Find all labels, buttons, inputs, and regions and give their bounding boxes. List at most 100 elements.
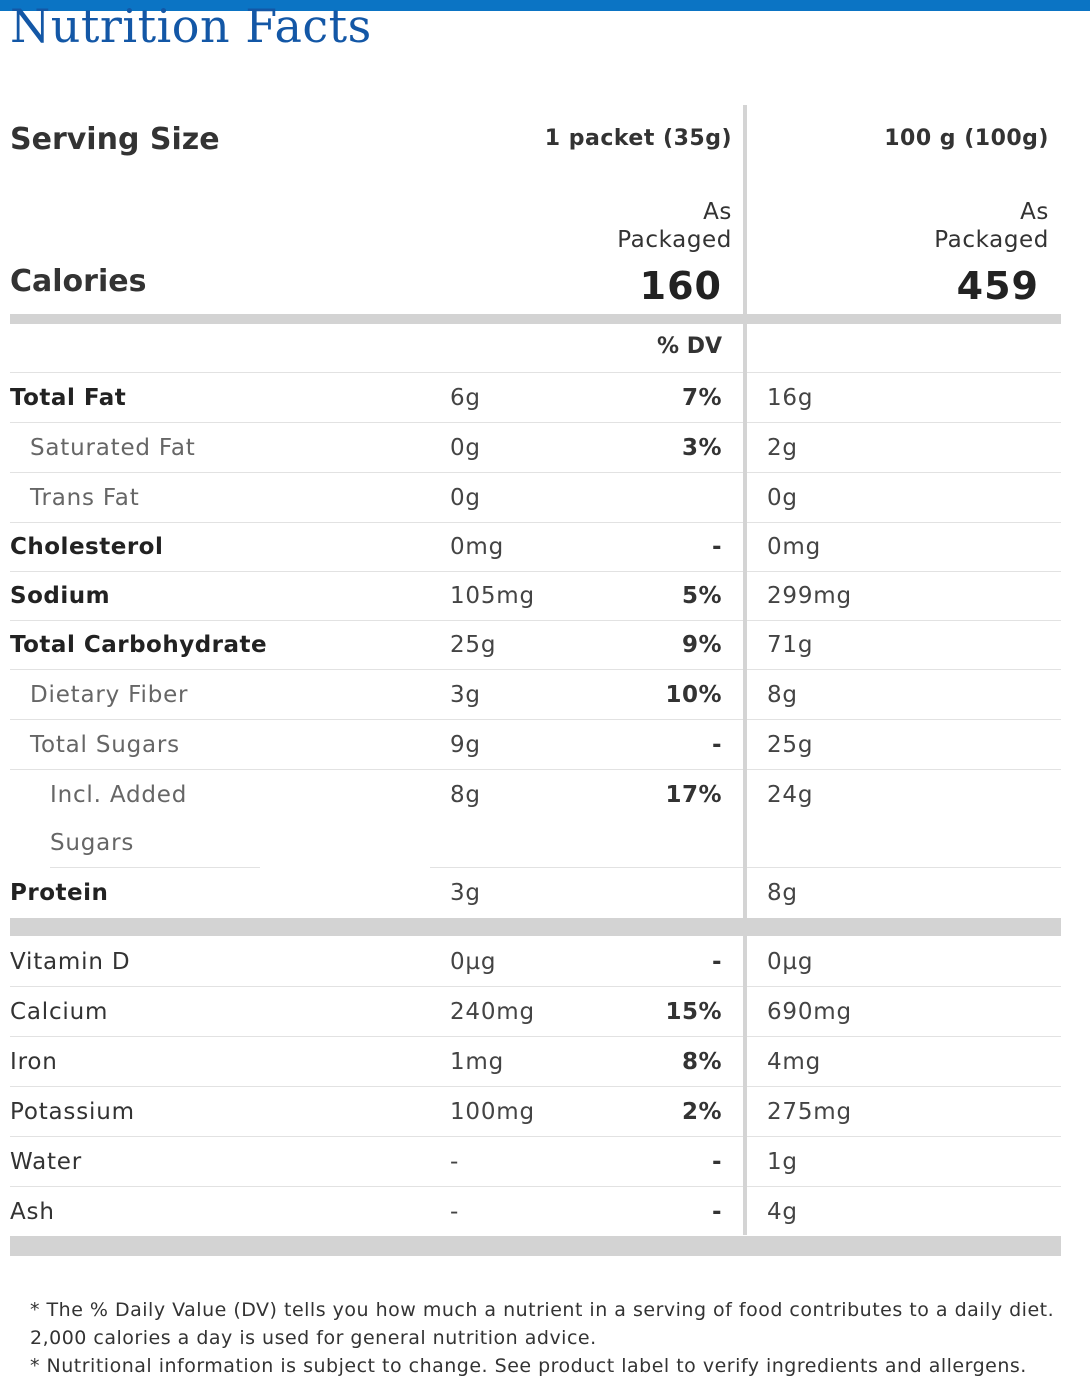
nutrient-name: Cholesterol — [10, 534, 164, 560]
thick-divider-top — [10, 314, 1061, 324]
nutrient-amount-100g: 71g — [767, 632, 814, 658]
vitamin-name: Iron — [10, 1049, 58, 1075]
vitamin-row-water: Water - - 1g — [0, 1137, 1061, 1187]
vitamin-row-potassium: Potassium 100mg 2% 275mg — [0, 1087, 1061, 1137]
nutrient-amount: 8g — [450, 782, 481, 808]
vitamin-name: Vitamin D — [10, 949, 131, 975]
vitamin-dv: - — [711, 1199, 722, 1225]
vitamin-name: Potassium — [10, 1099, 135, 1125]
serving-size-label: Serving Size — [10, 122, 220, 157]
nutrient-dv: 17% — [665, 782, 722, 808]
nutrient-row-total-sugars: Total Sugars 9g - 25g — [0, 720, 1061, 770]
nutrient-amount-100g: 24g — [767, 782, 814, 808]
vitamin-name: Water — [10, 1149, 82, 1175]
page-title: Nutrition Facts — [10, 0, 372, 53]
vitamin-amount: - — [450, 1149, 460, 1175]
thick-divider-bottom — [10, 1236, 1061, 1256]
top-accent-bar — [0, 0, 1090, 11]
vitamin-amount-100g: 0µg — [767, 949, 814, 975]
nutrient-dv: - — [711, 732, 722, 758]
vitamin-row-vitamin-d: Vitamin D 0µg - 0µg — [0, 937, 1061, 987]
nutrient-amount-100g: 2g — [767, 435, 798, 461]
vitamin-dv: 2% — [681, 1099, 722, 1125]
as-packaged-col1: As Packaged — [617, 198, 732, 254]
nutrient-row-trans-fat: Trans Fat 0g 0g — [0, 473, 1061, 523]
nutrient-amount: 25g — [450, 632, 497, 658]
nutrient-name: Protein — [10, 880, 109, 906]
nutrient-name: Total Sugars — [30, 732, 180, 758]
nutrient-row-protein: Protein 3g 8g — [0, 868, 1061, 918]
vitamin-amount: 100mg — [450, 1099, 535, 1125]
nutrient-dv: - — [711, 534, 722, 560]
vitamin-amount: 240mg — [450, 999, 535, 1025]
nutrient-amount: 0mg — [450, 534, 505, 560]
nutrient-amount-100g: 299mg — [767, 583, 852, 609]
nutrient-dv: 7% — [681, 385, 722, 411]
nutrient-amount: 0g — [450, 485, 481, 511]
nutrient-amount-100g: 8g — [767, 682, 798, 708]
vitamin-dv: 8% — [681, 1049, 722, 1075]
dv-column-header: % DV — [657, 334, 722, 359]
serving-size-col2: 100 g (100g) — [884, 126, 1049, 151]
nutrient-row-saturated-fat: Saturated Fat 0g 3% 2g — [0, 423, 1061, 473]
nutrient-name: Trans Fat — [30, 485, 140, 511]
calories-col1: 160 — [639, 264, 722, 308]
vitamin-amount-100g: 4g — [767, 1199, 798, 1225]
vitamin-row-ash: Ash - - 4g — [0, 1187, 1061, 1237]
nutrient-amount: 3g — [450, 682, 481, 708]
nutrient-row-dietary-fiber: Dietary Fiber 3g 10% 8g — [0, 670, 1061, 720]
nutrient-amount-100g: 25g — [767, 732, 814, 758]
as-packaged-col2: As Packaged — [934, 198, 1049, 254]
nutrient-name: Total Fat — [10, 385, 127, 411]
row-divider — [747, 372, 1061, 373]
thick-divider-middle — [10, 918, 1061, 936]
vitamin-amount-100g: 275mg — [767, 1099, 852, 1125]
column-divider — [743, 105, 747, 1235]
nutrient-dv: 9% — [681, 632, 722, 658]
nutrient-amount-100g: 0mg — [767, 534, 822, 560]
nutrient-name-line2: Sugars — [50, 830, 135, 856]
as-packaged-line2: Packaged — [617, 227, 732, 253]
calories-col2: 459 — [956, 264, 1039, 308]
vitamin-name: Calcium — [10, 999, 109, 1025]
nutrient-row-added-sugars: Incl. Added Sugars 8g 17% 24g — [0, 770, 1061, 868]
vitamin-amount-100g: 1g — [767, 1149, 798, 1175]
nutrient-amount-100g: 0g — [767, 485, 798, 511]
vitamin-amount: - — [450, 1199, 460, 1225]
calories-label: Calories — [10, 264, 147, 299]
nutrient-name-line1: Incl. Added — [50, 782, 188, 808]
vitamin-row-calcium: Calcium 240mg 15% 690mg — [0, 987, 1061, 1037]
vitamin-name: Ash — [10, 1199, 55, 1225]
nutrient-amount-100g: 8g — [767, 880, 798, 906]
nutrient-name: Sodium — [10, 583, 111, 609]
nutrient-dv — [600, 868, 722, 918]
nutrient-dv: 3% — [681, 435, 722, 461]
nutrient-row-total-carbohydrate: Total Carbohydrate 25g 9% 71g — [0, 620, 1061, 670]
nutrient-name: Total Carbohydrate — [10, 632, 268, 658]
nutrient-row-sodium: Sodium 105mg 5% 299mg — [0, 571, 1061, 621]
nutrient-amount: 105mg — [450, 583, 535, 609]
vitamin-amount: 1mg — [450, 1049, 505, 1075]
vitamin-amount-100g: 690mg — [767, 999, 852, 1025]
nutrient-dv: 5% — [681, 583, 722, 609]
footnote-calories-advice: 2,000 calories a day is used for general… — [30, 1327, 597, 1349]
nutrient-amount: 6g — [450, 385, 481, 411]
nutrient-amount: 9g — [450, 732, 481, 758]
vitamin-dv: - — [711, 949, 722, 975]
as-packaged-line1: As — [703, 199, 732, 225]
nutrient-name: Dietary Fiber — [30, 682, 189, 708]
vitamin-row-iron: Iron 1mg 8% 4mg — [0, 1037, 1061, 1087]
nutrient-row-cholesterol: Cholesterol 0mg - 0mg — [0, 522, 1061, 572]
footnote-daily-value: * The % Daily Value (DV) tells you how m… — [30, 1299, 1055, 1321]
nutrient-amount: 3g — [450, 880, 481, 906]
serving-size-col1: 1 packet (35g) — [544, 126, 732, 151]
nutrient-dv — [600, 473, 722, 523]
nutrient-amount-100g: 16g — [767, 385, 814, 411]
vitamin-dv: 15% — [665, 999, 722, 1025]
nutrient-row-total-fat: Total Fat 6g 7% 16g — [0, 373, 1061, 423]
as-packaged-line2: Packaged — [934, 227, 1049, 253]
nutrient-amount: 0g — [450, 435, 481, 461]
nutrient-dv: 10% — [665, 682, 722, 708]
vitamin-amount: 0µg — [450, 949, 497, 975]
footnote-subject-to-change: * Nutritional information is subject to … — [30, 1355, 1027, 1377]
